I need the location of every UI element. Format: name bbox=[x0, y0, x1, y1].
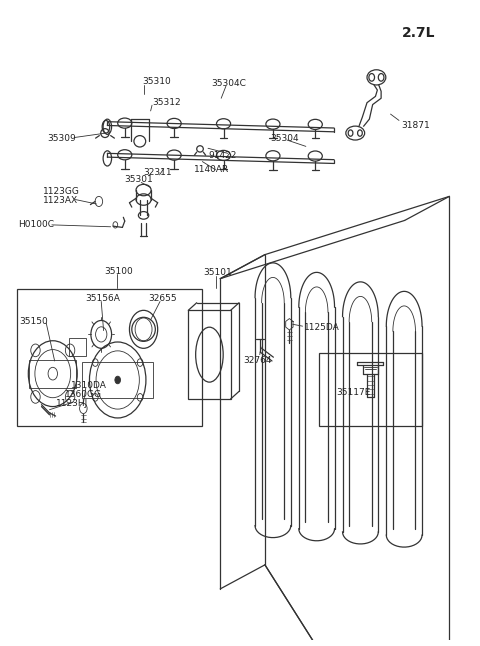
Text: 1123AX: 1123AX bbox=[43, 196, 79, 205]
Bar bbox=[319, 353, 421, 426]
Text: 32655: 32655 bbox=[148, 295, 177, 304]
Text: 35304C: 35304C bbox=[212, 79, 247, 89]
Text: 1310DA: 1310DA bbox=[71, 381, 107, 390]
Text: 1125DA: 1125DA bbox=[304, 323, 340, 332]
Text: 32311: 32311 bbox=[143, 169, 172, 178]
Text: 2.7L: 2.7L bbox=[402, 26, 436, 40]
Text: 35117E: 35117E bbox=[336, 388, 371, 397]
Text: 35312: 35312 bbox=[152, 98, 180, 107]
Text: 35309: 35309 bbox=[47, 134, 76, 143]
Text: 35304: 35304 bbox=[271, 134, 299, 143]
Text: 35150: 35150 bbox=[19, 317, 48, 326]
Text: 1123GG: 1123GG bbox=[43, 187, 80, 196]
Text: 35100: 35100 bbox=[105, 267, 133, 276]
Text: 35301: 35301 bbox=[125, 176, 154, 184]
Text: 32764: 32764 bbox=[244, 357, 272, 366]
Bar bbox=[16, 289, 203, 426]
Text: 1123HJ: 1123HJ bbox=[56, 399, 88, 408]
Bar bbox=[83, 362, 153, 398]
Circle shape bbox=[115, 376, 120, 384]
Bar bbox=[29, 360, 76, 388]
Text: 1360GG: 1360GG bbox=[65, 390, 102, 399]
Text: 35101: 35101 bbox=[204, 269, 232, 278]
Text: 91422: 91422 bbox=[208, 151, 236, 160]
Bar bbox=[69, 339, 86, 356]
Text: 1140AR: 1140AR bbox=[194, 165, 229, 174]
Bar bbox=[188, 310, 230, 399]
Text: 31871: 31871 bbox=[401, 121, 430, 130]
Text: H0100C: H0100C bbox=[18, 220, 54, 229]
Text: 35310: 35310 bbox=[142, 78, 171, 87]
Text: 35156A: 35156A bbox=[86, 295, 120, 304]
